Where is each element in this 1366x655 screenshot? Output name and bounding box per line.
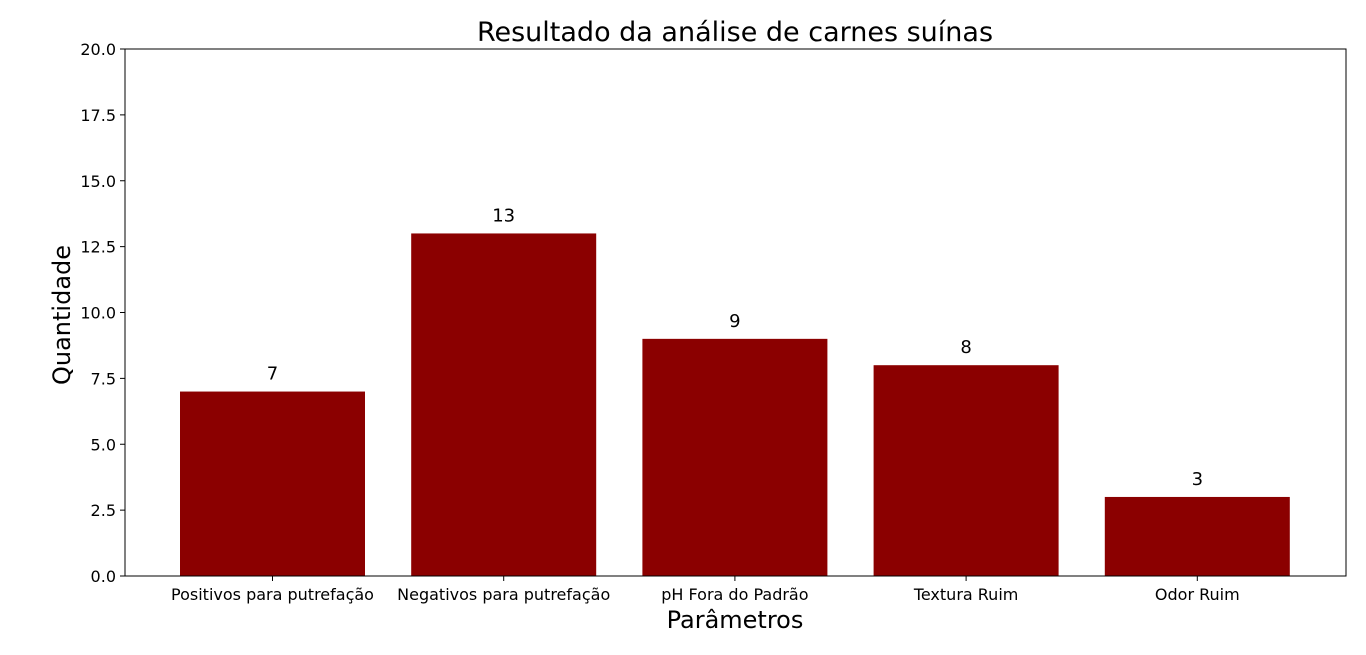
- y-tick-label: 20.0: [80, 40, 116, 59]
- data-label-2: 13: [492, 205, 515, 226]
- data-labels-layer: 7 13 9 8 3: [267, 205, 1203, 490]
- bars-layer: [180, 233, 1290, 576]
- y-tick-label: 5.0: [91, 435, 116, 454]
- y-tick-label: 15.0: [80, 172, 116, 191]
- bar-3: [642, 338, 828, 576]
- data-label-1: 7: [267, 364, 278, 385]
- x-axis-ticks: Positivos para putrefação Negativos para …: [171, 576, 1240, 604]
- bar-5: [1104, 496, 1290, 576]
- x-tick-label: pH Fora do Padrão: [661, 585, 808, 604]
- bar-1: [180, 391, 365, 576]
- data-label-3: 9: [729, 311, 740, 332]
- plot-frame: [124, 48, 1347, 577]
- x-tick-label: Negativos para putrefação: [397, 585, 610, 604]
- x-axis-title: Parâmetros: [667, 606, 804, 634]
- y-tick-label: 17.5: [80, 106, 116, 125]
- bar-4: [873, 365, 1059, 576]
- chart-title: Resultado da análise de carnes suínas: [477, 17, 993, 48]
- y-tick-label: 10.0: [80, 304, 116, 323]
- data-label-4: 8: [960, 337, 971, 358]
- bar-2: [411, 233, 597, 576]
- x-tick-label: Positivos para putrefação: [171, 585, 374, 604]
- y-tick-label: 12.5: [80, 238, 116, 257]
- y-tick-label: 2.5: [91, 501, 116, 520]
- x-tick-label: Odor Ruim: [1155, 585, 1240, 604]
- y-axis-title: Quantidade: [48, 245, 76, 385]
- x-tick-label: Textura Ruim: [913, 585, 1019, 604]
- y-axis-ticks: 0.0 2.5 5.0 7.5 10.0 12.5 15.0 17.5 20.0: [80, 40, 125, 586]
- y-tick-label: 0.0: [91, 567, 116, 586]
- data-label-5: 3: [1192, 469, 1203, 490]
- y-tick-label: 7.5: [91, 369, 116, 388]
